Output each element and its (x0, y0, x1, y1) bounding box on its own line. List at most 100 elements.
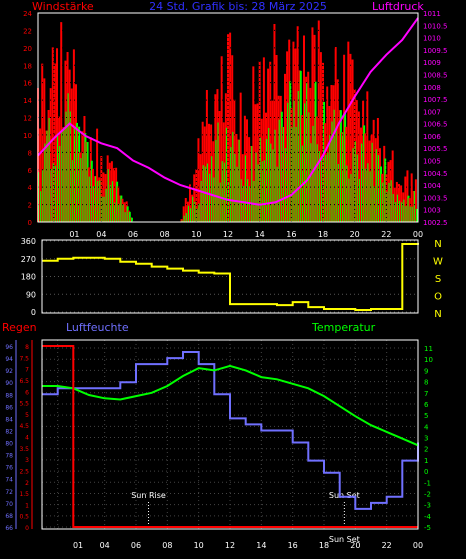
temperature-tick-label: -5 (424, 524, 431, 532)
temperature-tick-label: 10 (424, 356, 433, 364)
temperature-tick-label: -4 (424, 513, 432, 521)
temperature-tick-label: 11 (424, 345, 433, 353)
direction-axis: 0 90 180 270 360 (21, 237, 36, 317)
temperature-tick-label: 5 (424, 412, 428, 420)
temperature-line (42, 364, 419, 447)
rain-tick-label: 0.5 (19, 514, 29, 521)
x-tick-label: 04 (96, 230, 106, 239)
rain-humidity-axes: 00.511.522.533.544.555.566.577.586668707… (5, 340, 33, 532)
humidity-tick-label: 74 (5, 477, 13, 484)
rain-line (42, 345, 418, 528)
temperature-tick-label: 6 (424, 401, 429, 409)
wind-tick-label: 18 (23, 62, 32, 70)
x-tick-label: 16 (288, 541, 298, 550)
humidity-temperature-panel: Sun Rise Sun Set Sun Set 0 0.5 1 1.5 2 2.5 3 3.5 4… (5, 339, 433, 550)
x-tick-label: 18 (319, 541, 329, 550)
direction-frame (41, 239, 419, 314)
rain-tick-label: 4 (25, 435, 29, 442)
temperature-tick-label: 0 (424, 468, 428, 476)
pressure-axis: 1002.5 1003 1003.5 1004 1004.5 1005 1005.5 1006… (423, 10, 448, 227)
humidity-tick-label: 88 (5, 392, 13, 399)
temperature-tick-label: -1 (424, 479, 431, 487)
humidity-tick-label: 96 (5, 344, 13, 351)
pressure-tick-label: 1011 (423, 10, 441, 18)
compass-label: N (434, 239, 441, 250)
pressure-tick-label: 1008 (423, 84, 441, 92)
humidity-tick-label: 84 (5, 416, 13, 423)
humidity-tick-label: 68 (5, 513, 13, 520)
pressure-tick-label: 1005 (423, 158, 441, 166)
wind-bars (37, 20, 418, 222)
rain-tick-label: 1.5 (19, 491, 29, 498)
humidity-grid (42, 340, 419, 529)
humidity-tick-label: 86 (5, 404, 13, 411)
temperature-axis: -5 -4 -3 -2 -1 0 1 2 3 4 5 6 7 8 9 10 11 (424, 345, 433, 532)
x-tick-label: 00 (413, 541, 423, 550)
direction-tick-label: 0 (31, 308, 36, 317)
compass-label: W (433, 257, 443, 268)
wind-tick-label: 8 (28, 149, 32, 157)
direction-line (42, 243, 419, 311)
humidity-tick-label: 82 (5, 428, 13, 435)
pressure-tick-label: 1007.5 (423, 96, 448, 104)
rain-tick-label: 5 (25, 412, 29, 419)
x-tick-label: 20 (350, 230, 360, 239)
x-tick-label: 04 (100, 541, 110, 550)
x-tick-label: 00 (413, 230, 423, 239)
x-tick-label: 01 (73, 541, 83, 550)
pressure-tick-label: 1010 (423, 35, 441, 43)
x-tick-label: 08 (160, 230, 170, 239)
temperature-tick-label: 4 (424, 423, 429, 431)
x-tick-label: 12 (223, 230, 233, 239)
direction-tick-label: 180 (21, 273, 36, 282)
temperature-tick-label: 3 (424, 435, 428, 443)
x-tick-label: 20 (350, 541, 360, 550)
x-tick-label: 06 (128, 230, 138, 239)
pressure-series (37, 17, 419, 206)
rain-tick-label: 3 (25, 457, 29, 464)
humidity-frame (41, 339, 419, 530)
x-tick-label: 01 (69, 230, 79, 239)
compass-label: S (435, 274, 441, 285)
pressure-tick-label: 1007 (423, 108, 441, 116)
rain-title: Regen (2, 321, 37, 334)
wind-tick-label: 14 (23, 97, 32, 105)
pressure-line (37, 17, 419, 206)
pressure-title: Luftdruck (372, 0, 424, 13)
sun-marker-label: Sun Set (329, 535, 360, 544)
temperature-tick-label: 1 (424, 457, 428, 465)
humidity-tick-label: 76 (5, 465, 13, 472)
pressure-tick-label: 1008.5 (423, 71, 448, 79)
temperature-tick-label: 9 (424, 367, 428, 375)
rain-tick-label: 2 (25, 480, 29, 487)
x-tick-label: 08 (162, 541, 172, 550)
rain-tick-label: 7.5 (19, 355, 29, 362)
humidity-line (42, 351, 419, 510)
temperature-tick-label: -2 (424, 490, 431, 498)
rain-tick-label: 7 (25, 367, 29, 374)
direction-series (42, 243, 419, 311)
x-tick-label: 10 (194, 541, 204, 550)
pressure-tick-label: 1003.5 (423, 194, 448, 202)
pressure-tick-label: 1009 (423, 59, 441, 67)
rain-tick-label: 0 (25, 525, 29, 532)
wind-title: Windstärke (32, 0, 94, 13)
wind-tick-label: 2 (28, 202, 32, 210)
x-tick-label: 18 (318, 230, 328, 239)
temperature-tick-label: 2 (424, 446, 428, 454)
sun-markers: Sun Rise Sun Set Sun Set (131, 491, 360, 544)
temperature-tick-label: 8 (424, 379, 428, 387)
humidity-tick-label: 72 (5, 489, 13, 496)
wind-tick-label: 4 (28, 184, 33, 192)
wind-tick-label: 10 (23, 132, 32, 140)
rain-tick-label: 1 (25, 502, 29, 509)
sun-marker-label: Sun Rise (131, 491, 166, 500)
pressure-tick-label: 1004 (423, 182, 441, 190)
pressure-tick-label: 1003 (423, 207, 441, 215)
x-tick-label: 22 (381, 230, 391, 239)
wind-tick-label: 20 (23, 45, 32, 53)
